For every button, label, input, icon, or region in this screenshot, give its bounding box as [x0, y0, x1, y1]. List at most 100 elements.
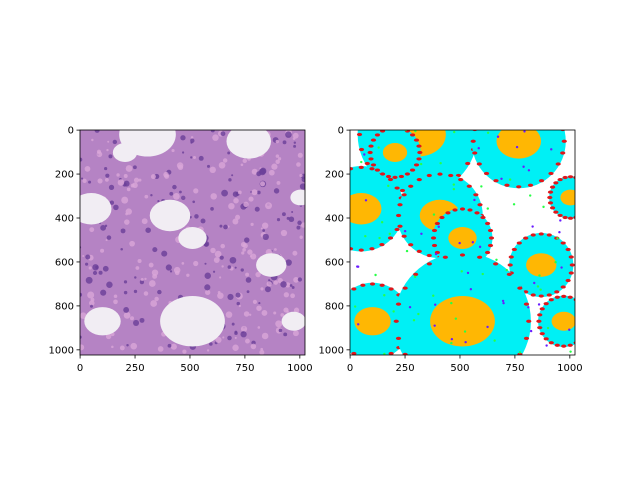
cell	[501, 299, 505, 303]
texture	[227, 335, 232, 341]
texture	[96, 149, 102, 154]
texture	[113, 294, 118, 299]
texture	[240, 241, 247, 248]
texture	[261, 310, 268, 316]
nucleus	[364, 161, 370, 166]
nucleus	[579, 337, 584, 340]
nucleus	[455, 173, 462, 178]
texture	[193, 188, 199, 194]
y-tick-label: 600	[325, 257, 344, 268]
texture	[265, 202, 273, 210]
nucleus	[374, 168, 381, 172]
cell	[374, 273, 377, 277]
texture	[116, 173, 120, 177]
texture	[113, 204, 119, 211]
nucleus	[573, 215, 575, 220]
lumen	[149, 199, 191, 232]
cell	[432, 294, 435, 297]
texture	[240, 325, 248, 333]
texture	[133, 289, 138, 294]
texture	[181, 262, 185, 265]
nucleus	[548, 107, 553, 110]
texture	[98, 270, 103, 275]
texture	[231, 174, 234, 177]
texture	[278, 157, 282, 161]
nucleus	[398, 174, 405, 179]
texture	[222, 158, 228, 163]
nucleus	[323, 228, 328, 231]
y-tick-label: 1000	[49, 345, 74, 356]
texture	[144, 194, 149, 199]
texture	[220, 243, 225, 249]
texture	[181, 151, 185, 154]
nucleus	[443, 384, 448, 387]
texture	[104, 224, 108, 228]
cell	[529, 329, 533, 333]
cell	[387, 184, 390, 188]
nucleus	[557, 213, 563, 218]
lumen	[226, 130, 272, 159]
texture	[276, 218, 281, 222]
nucleus	[567, 343, 573, 347]
cell	[452, 183, 456, 186]
texture	[273, 248, 277, 251]
texture	[220, 131, 226, 137]
lumen-segment	[354, 307, 391, 336]
texture	[145, 227, 151, 233]
y-tick-label: 200	[325, 170, 344, 181]
texture	[80, 157, 83, 162]
lumen-segment	[496, 130, 542, 159]
texture	[215, 336, 222, 344]
texture	[299, 173, 303, 178]
nucleus	[554, 343, 560, 347]
texture	[104, 177, 109, 182]
nucleus	[392, 126, 397, 129]
nucleus	[392, 175, 398, 179]
nucleus	[370, 138, 377, 142]
texture	[106, 281, 113, 289]
cell	[378, 236, 381, 240]
nucleus	[546, 233, 552, 237]
texture	[152, 273, 158, 279]
texture	[231, 322, 235, 326]
cell	[403, 229, 407, 233]
nucleus	[583, 211, 588, 214]
texture	[285, 131, 292, 138]
nucleus	[561, 139, 567, 143]
nucleus	[538, 232, 544, 236]
texture	[194, 214, 199, 219]
y-tick-label: 0	[68, 126, 74, 137]
cell	[437, 225, 440, 228]
texture	[288, 216, 295, 223]
texture	[299, 235, 303, 239]
texture	[126, 187, 131, 192]
cell	[452, 187, 456, 191]
nucleus	[528, 96, 533, 99]
texture	[123, 280, 128, 284]
texture	[140, 277, 144, 281]
nucleus	[539, 100, 544, 103]
nucleus	[556, 117, 561, 120]
nucleus	[547, 195, 553, 200]
texture	[152, 247, 158, 253]
texture	[234, 336, 237, 339]
x-tick-label: 750	[235, 363, 254, 374]
nucleus	[385, 174, 392, 179]
nucleus	[465, 104, 470, 107]
texture	[261, 222, 269, 229]
nucleus	[404, 172, 411, 176]
nucleus	[477, 384, 482, 387]
gland	[471, 130, 566, 189]
texture	[190, 156, 193, 159]
texture	[212, 134, 219, 141]
nucleus	[555, 162, 561, 166]
texture	[222, 336, 225, 339]
nucleus	[413, 138, 420, 142]
nucleus	[493, 179, 499, 183]
nucleus	[344, 346, 349, 349]
texture	[256, 190, 261, 195]
texture	[280, 281, 287, 288]
texture	[206, 349, 210, 352]
nucleus	[548, 171, 554, 176]
cell	[434, 252, 438, 256]
